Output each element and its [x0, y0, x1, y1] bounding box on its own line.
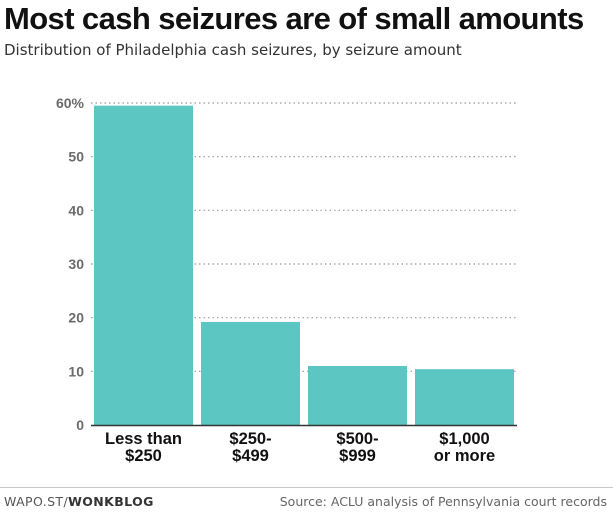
category-label: $250-$499: [229, 430, 271, 465]
footer: WAPO.ST/WONKBLOG Source: ACLU analysis o…: [0, 487, 613, 516]
category-label-line: $500-: [336, 430, 378, 448]
bar-chart: 0 10 20 30 40 50 60% Less than $250 $250-$499 $50…: [56, 95, 517, 465]
category-label: $1,000 or more: [434, 430, 495, 465]
category-label-line: or more: [434, 447, 495, 465]
category-label: $500-$999: [336, 430, 378, 465]
x-axis-labels: Less than $250 $250-$499 $500-$999 $1,000 or …: [105, 430, 495, 465]
category-label-line: $999: [339, 447, 376, 465]
credit-brand: WONKBLOG: [68, 494, 154, 509]
y-tick-label: 20: [68, 310, 84, 326]
source-note: Source: ACLU analysis of Pennsylvania co…: [279, 494, 607, 509]
category-label: Less than $250: [105, 430, 182, 465]
bar: [415, 369, 514, 425]
credit-prefix: WAPO.ST/: [4, 494, 69, 509]
chart-subtitle: Distribution of Philadelphia cash seizur…: [4, 41, 462, 59]
category-label-line: Less than: [105, 430, 182, 448]
chart-title: Most cash seizures are of small amounts: [4, 1, 584, 36]
bars: [94, 105, 514, 425]
bar: [94, 105, 193, 425]
category-label-line: $250-: [229, 430, 271, 448]
bar: [201, 321, 300, 425]
bar: [308, 365, 407, 425]
category-label-line: $499: [232, 447, 269, 465]
y-axis-ticks: 0 10 20 30 40 50 60%: [56, 95, 85, 433]
y-tick-label: 40: [68, 202, 84, 218]
y-tick-label: 50: [68, 149, 84, 165]
y-tick-label: 10: [68, 363, 84, 379]
credit: WAPO.ST/WONKBLOG: [4, 494, 154, 509]
y-tick-label: 30: [68, 256, 84, 272]
category-label-line: $1,000: [439, 430, 489, 448]
gridlines: [91, 102, 517, 372]
y-tick-label: 0: [76, 417, 84, 433]
y-tick-label: 60%: [56, 95, 85, 111]
category-label-line: $250: [125, 447, 162, 465]
